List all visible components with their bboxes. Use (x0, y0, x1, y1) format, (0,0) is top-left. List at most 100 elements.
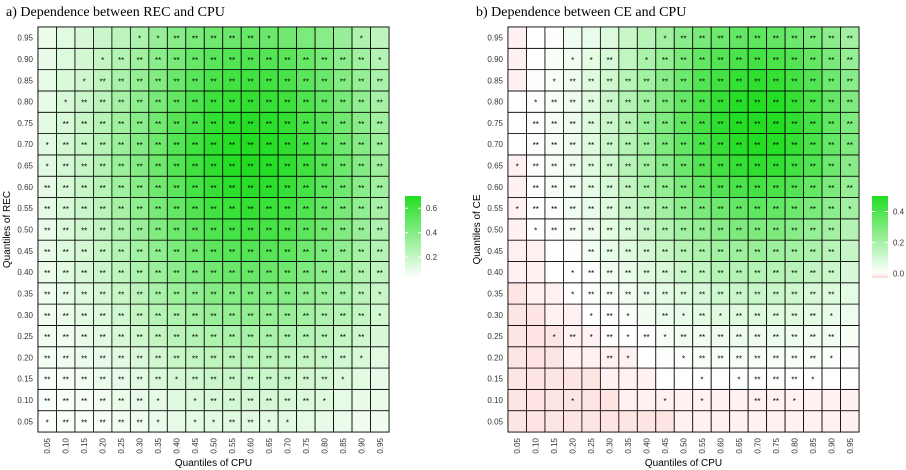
significance-label: ** (810, 120, 816, 129)
significance-label: ** (588, 248, 594, 257)
significance-label: ** (754, 99, 760, 108)
significance-label: ** (118, 354, 124, 363)
significance-label: * (83, 77, 86, 86)
x-tick-label: 0.85 (809, 437, 818, 453)
significance-label: ** (736, 227, 742, 236)
significance-label: ** (136, 184, 142, 193)
significance-label: ** (321, 77, 327, 86)
significance-label: * (627, 312, 630, 321)
x-tick-label: 0.80 (320, 437, 329, 453)
significance-label: * (719, 312, 722, 321)
y-tick-label: 0.30 (17, 311, 33, 320)
heat-cell (544, 47, 564, 71)
significance-label: ** (754, 312, 760, 321)
significance-label: ** (606, 56, 612, 65)
significance-label: ** (63, 205, 69, 214)
heat-cell (526, 346, 546, 369)
heat-cell (507, 90, 527, 113)
significance-label: ** (247, 120, 253, 129)
heat-cell (351, 410, 371, 433)
y-tick-label: 0.95 (487, 34, 503, 43)
significance-label: ** (588, 205, 594, 214)
significance-label: ** (81, 312, 87, 321)
significance-label: ** (810, 35, 816, 44)
significance-label: ** (63, 184, 69, 193)
significance-label: ** (773, 184, 779, 193)
significance-label: ** (247, 312, 253, 321)
significance-label: ** (155, 141, 161, 150)
significance-label: ** (847, 141, 853, 150)
significance-label: ** (100, 248, 106, 257)
significance-label: ** (828, 77, 834, 86)
y-tick-label: 0.35 (17, 289, 33, 298)
significance-label: ** (100, 120, 106, 129)
significance-label: ** (303, 56, 309, 65)
significance-label: ** (229, 333, 235, 342)
significance-label: ** (828, 184, 834, 193)
significance-label: ** (736, 248, 742, 257)
significance-label: ** (358, 248, 364, 257)
heat-cell (507, 69, 527, 92)
significance-label: ** (118, 77, 124, 86)
significance-label: ** (717, 163, 723, 172)
heat-cell (599, 367, 620, 390)
significance-label: ** (303, 77, 309, 86)
significance-label: ** (810, 77, 816, 86)
significance-label: ** (717, 35, 723, 44)
significance-label: ** (229, 120, 235, 129)
significance-label: ** (247, 141, 253, 150)
significance-label: ** (828, 99, 834, 108)
x-tick-label: 0.60 (246, 437, 255, 453)
significance-label: ** (810, 141, 816, 150)
significance-label: ** (247, 77, 253, 86)
y-tick-label: 0.20 (17, 353, 33, 362)
significance-label: ** (717, 141, 723, 150)
heat-cell (821, 388, 841, 412)
significance-label: ** (155, 227, 161, 236)
heat-cell (673, 367, 694, 390)
significance-label: * (682, 354, 685, 363)
significance-label: ** (173, 333, 179, 342)
significance-label: ** (284, 227, 290, 236)
significance-label: ** (136, 418, 142, 427)
significance-label: ** (662, 56, 668, 65)
significance-label: ** (791, 56, 797, 65)
significance-label: ** (828, 227, 834, 236)
significance-label: ** (247, 99, 253, 108)
significance-label: ** (791, 290, 797, 299)
colorbar-tick-label: 0.0 (893, 269, 905, 278)
significance-label: ** (588, 120, 594, 129)
heat-cell (710, 388, 731, 412)
significance-label: ** (247, 248, 253, 257)
x-tick-label: 0.40 (643, 437, 652, 453)
significance-label: ** (606, 248, 612, 257)
significance-label: ** (606, 77, 612, 86)
significance-label: ** (340, 120, 346, 129)
significance-label: ** (699, 120, 705, 129)
significance-label: ** (136, 333, 142, 342)
y-tick-label: 0.50 (17, 226, 33, 235)
heat-cell (37, 111, 57, 134)
significance-label: ** (588, 99, 594, 108)
significance-label: ** (321, 312, 327, 321)
significance-label: ** (810, 99, 816, 108)
x-tick-label: 0.90 (357, 437, 366, 453)
significance-label: ** (266, 184, 272, 193)
y-tick-label: 0.25 (17, 332, 33, 341)
significance-label: ** (680, 35, 686, 44)
significance-label: ** (266, 141, 272, 150)
significance-label: ** (791, 205, 797, 214)
significance-label: ** (533, 163, 539, 172)
significance-label: ** (63, 141, 69, 150)
significance-label: ** (754, 227, 760, 236)
significance-label: ** (44, 184, 50, 193)
colorbar-tick-label: 0.2 (426, 253, 438, 262)
x-tick-label: 0.95 (376, 437, 385, 453)
significance-label: ** (321, 290, 327, 299)
significance-label: * (212, 418, 215, 427)
heat-cell (673, 388, 694, 412)
significance-label: ** (173, 184, 179, 193)
significance-label: ** (210, 35, 216, 44)
heat-cell (636, 367, 657, 390)
significance-label: ** (680, 333, 686, 342)
